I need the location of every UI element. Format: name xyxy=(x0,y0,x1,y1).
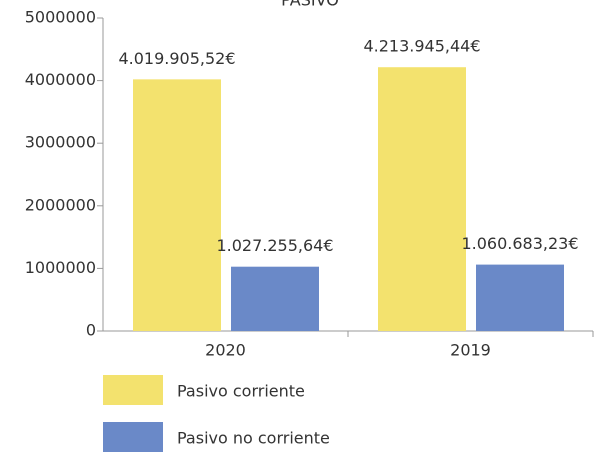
y-tick-label: 5000000 xyxy=(25,8,96,27)
y-tick-label: 3000000 xyxy=(25,133,96,152)
legend-label: Pasivo no corriente xyxy=(177,429,330,448)
value-label: 4.019.905,52€ xyxy=(118,49,235,68)
legend-swatch xyxy=(103,375,163,405)
legend-label: Pasivo corriente xyxy=(177,382,305,401)
legend-swatch xyxy=(103,422,163,452)
value-label: 1.027.255,64€ xyxy=(216,236,333,255)
y-tick-label: 4000000 xyxy=(25,70,96,89)
x-tick-label: 2019 xyxy=(450,341,491,360)
y-tick-label: 2000000 xyxy=(25,195,96,214)
bar xyxy=(133,79,221,331)
bar xyxy=(476,264,564,331)
chart-title: PASIVO xyxy=(281,0,339,10)
bar xyxy=(231,266,319,331)
value-label: 1.060.683,23€ xyxy=(461,234,578,253)
bar xyxy=(378,67,466,331)
value-label: 4.213.945,44€ xyxy=(363,37,480,56)
x-tick-label: 2020 xyxy=(205,341,246,360)
y-tick-label: 1000000 xyxy=(25,258,96,277)
y-tick-label: 0 xyxy=(86,321,96,340)
